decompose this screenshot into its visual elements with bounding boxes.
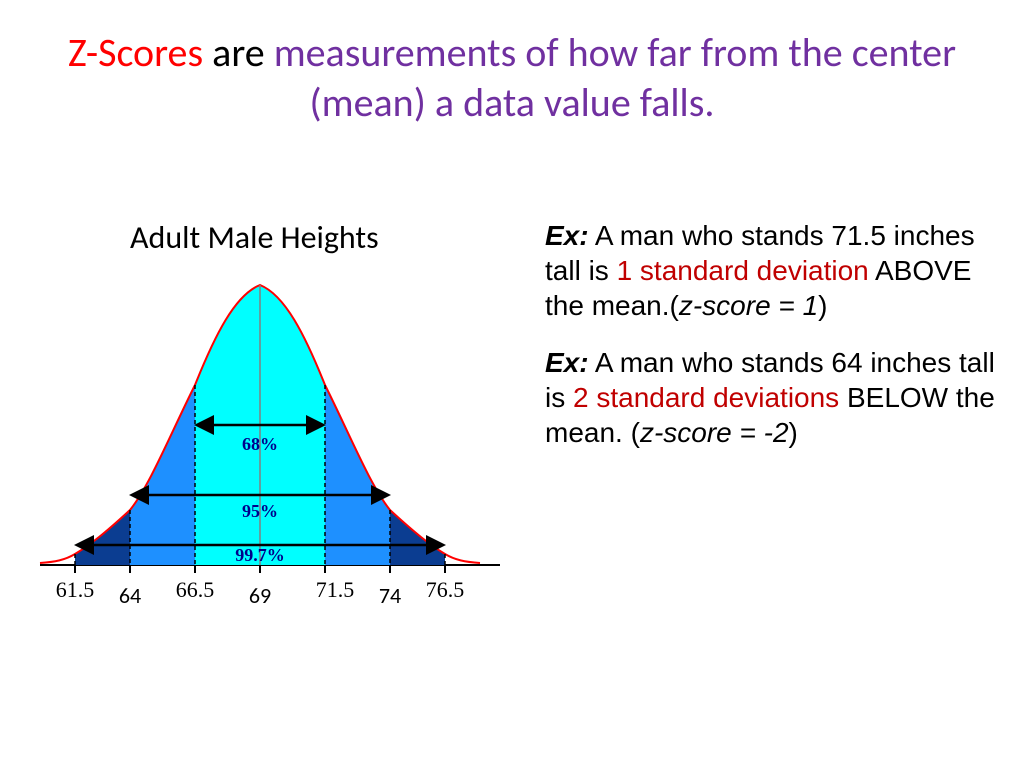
example-1: Ex: A man who stands 71.5 inches tall is… <box>545 218 1005 323</box>
tick-4: 71.5 <box>316 577 355 602</box>
ex2-label: Ex: <box>545 347 589 378</box>
region-right-2sd <box>325 385 390 565</box>
ex2-italic: z-score = -2 <box>640 417 789 448</box>
ex1-label: Ex: <box>545 220 589 251</box>
ex1-part3: ) <box>818 290 827 321</box>
tick-2: 66.5 <box>176 577 215 602</box>
region-left-2sd <box>130 385 195 565</box>
ex2-red: 2 standard deviations <box>573 382 839 413</box>
tick-6: 76.5 <box>426 577 465 602</box>
chart-title: Adult Male Heights <box>130 218 379 257</box>
tick-0: 61.5 <box>56 577 95 602</box>
ex2-part3: ) <box>789 417 798 448</box>
examples-region: Ex: A man who stands 71.5 inches tall is… <box>545 218 1005 472</box>
ex1-italic: z-score = 1 <box>679 290 818 321</box>
label-68: 68% <box>242 434 278 454</box>
label-997: 99.7% <box>235 545 285 565</box>
slide: Z-Scores are measurements of how far fro… <box>0 0 1024 768</box>
title-seg-zscores: Z-Scores <box>68 28 203 77</box>
tick-3: 69 <box>249 582 271 609</box>
label-95: 95% <box>242 501 278 521</box>
bell-curve-chart: 68% 95% 99.7% 61.5 64 66.5 69 71.5 74 76… <box>35 255 505 635</box>
tick-1: 64 <box>119 582 141 609</box>
tick-5: 74 <box>379 582 401 609</box>
ex1-red: 1 standard deviation <box>617 255 869 286</box>
title-seg-rest: measurements of how far from the center … <box>274 28 956 127</box>
title-seg-are: are <box>203 28 274 77</box>
slide-title: Z-Scores are measurements of how far fro… <box>50 28 974 128</box>
example-2: Ex: A man who stands 64 inches tall is 2… <box>545 345 1005 450</box>
